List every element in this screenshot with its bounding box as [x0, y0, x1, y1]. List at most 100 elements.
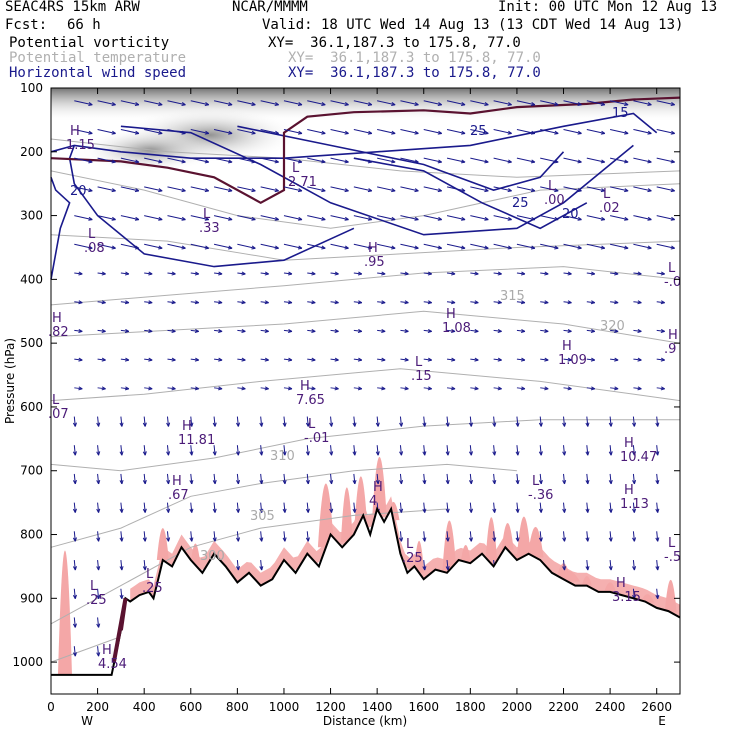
wind-vector: [96, 646, 101, 657]
wind-vector-head: [96, 652, 101, 657]
wind-vector-head: [520, 328, 526, 333]
wind-vector-head: [461, 102, 466, 106]
wind-vector-head: [367, 216, 373, 221]
wind-vector: [120, 186, 140, 193]
wind-vector: [586, 243, 606, 250]
wind-vector: [307, 100, 326, 106]
wind-vector: [445, 531, 450, 542]
wind-vector-head: [204, 245, 210, 250]
wind-vector-head: [437, 216, 443, 221]
wind-vector-head: [637, 328, 642, 333]
wind-vector-head: [228, 130, 233, 135]
wind-vector-shaft: [656, 559, 659, 571]
wind-speed-contour: [50, 177, 71, 280]
wind-vector-head: [414, 159, 419, 164]
wind-vector-head: [590, 357, 596, 362]
wind-vector: [352, 473, 357, 485]
wind-vector-shaft: [214, 387, 223, 390]
wind-vector-head: [484, 188, 489, 193]
wind-vector: [446, 100, 466, 106]
pv-extremum-value: -.36: [528, 488, 553, 503]
wind-vector-head: [181, 130, 186, 135]
wind-vector: [283, 300, 293, 305]
wind-speed-label: 25: [512, 196, 529, 211]
wind-vector-head: [78, 271, 83, 276]
wind-vector-shaft: [469, 416, 472, 427]
wind-vector: [516, 128, 536, 135]
wind-vector-head: [647, 216, 652, 221]
wind-vector-head: [111, 159, 116, 164]
wind-vector: [655, 416, 660, 427]
wind-vector-shaft: [97, 416, 100, 427]
wind-vector-shaft: [377, 100, 396, 106]
wind-vector: [305, 473, 310, 485]
wind-vector-head: [344, 130, 349, 135]
wind-vector-head: [236, 422, 241, 427]
wind-vector-head: [189, 537, 194, 542]
pv-extremum-letter: L: [146, 567, 154, 582]
wind-vectors: [72, 100, 675, 657]
wind-vector-shaft: [283, 329, 293, 332]
wind-vector: [282, 502, 287, 513]
wind-vector-shaft: [399, 473, 402, 484]
wind-vector-head: [72, 652, 77, 657]
wind-vector-shaft: [97, 215, 116, 221]
wind-vector-head: [189, 479, 194, 485]
wind-vector-head: [391, 245, 396, 250]
wind-vector-head: [367, 130, 373, 135]
wind-vector-shaft: [166, 531, 169, 542]
wind-vector-shaft: [540, 387, 549, 390]
wind-vector: [446, 157, 466, 164]
wind-vector: [470, 243, 489, 250]
wind-vector: [446, 328, 456, 333]
wind-vector-shaft: [353, 445, 356, 456]
pv-extremum-letter: H: [368, 241, 378, 256]
pv-extremum-value: .02: [599, 201, 620, 216]
wind-vector-shaft: [353, 358, 362, 361]
wind-vector: [563, 157, 582, 164]
init-time: Init: 00 UTC Mon 12 Aug 13: [498, 0, 718, 15]
wind-vector: [423, 243, 443, 250]
wind-vector-head: [544, 357, 549, 362]
y-tick-label: 1000: [12, 655, 43, 669]
wind-vector-shaft: [656, 157, 675, 163]
wind-vector-head: [357, 357, 363, 362]
wind-vector-head: [422, 451, 427, 456]
pv-extremum-value: -.01: [304, 431, 329, 446]
wind-vector: [446, 300, 456, 305]
wind-vector-head: [218, 300, 223, 305]
wind-vector-shaft: [283, 128, 303, 134]
wind-vector-head: [321, 102, 326, 106]
wind-vector: [213, 157, 233, 164]
wind-vector-head: [88, 216, 93, 221]
wind-vector-head: [212, 479, 217, 485]
wind-vector-shaft: [283, 100, 303, 106]
wind-vector-head: [142, 451, 147, 456]
wind-vector-shaft: [399, 502, 402, 513]
wind-vector-shaft: [377, 272, 386, 275]
wind-vector: [166, 445, 171, 456]
wind-vector: [237, 300, 246, 305]
wind-vector-shaft: [610, 186, 629, 192]
wind-vector-head: [632, 508, 637, 513]
wind-vector-shaft: [283, 473, 286, 484]
wind-vector: [96, 416, 101, 427]
pv-extremum-value: 4.54: [98, 657, 127, 672]
wind-vector-head: [134, 245, 140, 250]
wind-vector: [237, 215, 256, 221]
pv-extremum-value: .08: [84, 241, 105, 256]
wind-vector-head: [218, 386, 223, 391]
x-tick-label: 2200: [548, 700, 579, 714]
wind-vector: [330, 128, 349, 135]
wind-vector-head: [329, 422, 334, 427]
wind-vector-shaft: [656, 100, 675, 106]
wind-vector-head: [585, 508, 590, 513]
wind-vector: [236, 416, 241, 427]
wind-vector-shaft: [283, 272, 293, 275]
wind-vector: [423, 215, 443, 221]
wind-vector-head: [660, 328, 665, 333]
wind-vector-head: [88, 245, 93, 250]
wind-vector-shaft: [632, 502, 635, 513]
wind-vector-head: [562, 566, 567, 571]
pv-extremum-value: .15: [411, 369, 432, 384]
